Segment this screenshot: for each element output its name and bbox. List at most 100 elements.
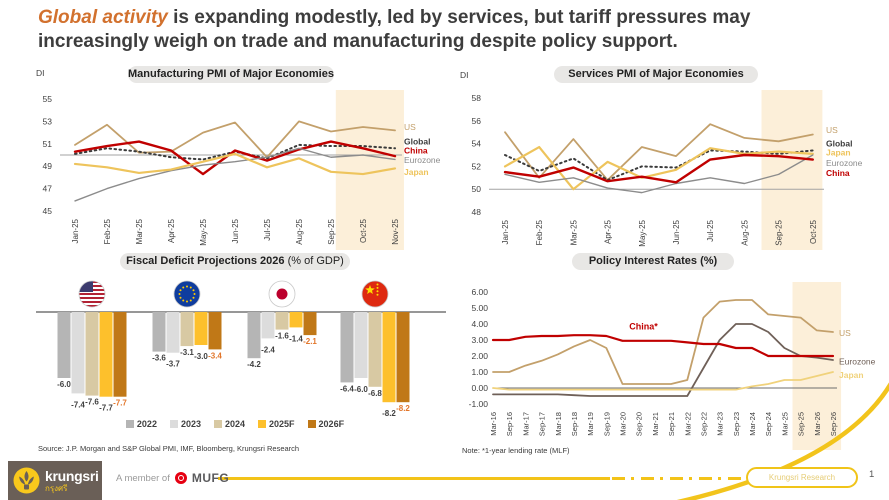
legend-swatch: [307, 420, 316, 428]
x-tick-label: Mar-22: [683, 412, 692, 436]
x-tick-label: Feb-25: [103, 218, 112, 244]
mufg-logo-icon: [174, 472, 187, 484]
flag-china-icon: [362, 281, 388, 307]
x-tick-label: Oct-25: [809, 219, 818, 244]
manufacturing-pmi-chart: 55 53 51 49 47 45 Jan-25 Feb-25 Mar-25 Apr-25 May-…: [28, 84, 452, 261]
series-label-eurozone: Eurozone: [826, 158, 863, 168]
series-japan: [73, 152, 397, 176]
x-tick-label: Mar-24: [748, 412, 757, 436]
legend-item-2022: 2022: [125, 419, 157, 429]
flag-ring: [361, 280, 389, 308]
x-tick-label: Mar-25: [569, 219, 578, 245]
bar-china-2024: [368, 312, 382, 387]
circle: [182, 286, 185, 289]
flag-japan-icon: [269, 281, 295, 307]
legend-swatch: [125, 420, 134, 428]
x-tick-label: Apr-25: [604, 219, 613, 244]
series-label-japan: Japan: [826, 148, 851, 158]
circle: [376, 286, 379, 289]
circle: [179, 296, 182, 299]
circle: [276, 288, 288, 300]
bar-value-label: -8.2: [396, 404, 410, 413]
fiscal-deficit-chart: -6.0 -7.4 -7.6 -7.7 -7.7 -3.6 -3.7 -3.1 -3.0 -3.4…: [20, 278, 450, 429]
rect: [79, 293, 105, 295]
x-tick-label: Sep-24: [764, 412, 773, 436]
bar-eu-2025F: [194, 312, 208, 345]
series-label-eurozone: Eurozone: [404, 155, 441, 165]
circle: [186, 285, 188, 288]
series-label-japan: Japan: [404, 167, 429, 177]
bar-china-2023: [354, 312, 368, 378]
x-tick-label: Sep-16: [505, 412, 514, 436]
bar-us-2025F: [99, 312, 113, 397]
circle: [189, 299, 192, 302]
y-tick-label: 53: [43, 116, 53, 126]
series-us: [504, 123, 814, 181]
x-tick-label: Mar-17: [521, 412, 530, 436]
chart-title-fiscal-rest: (% of GDP): [284, 255, 344, 267]
flag-us-icon: [79, 281, 105, 307]
footer-rule: [218, 477, 610, 480]
y-tick-label: 3.00: [471, 335, 488, 345]
chart-title-policy: Policy Interest Rates (%): [572, 253, 734, 270]
krungsri-logo-block: krungsri กรุงศรี: [8, 461, 102, 500]
polygon: [365, 285, 375, 294]
y-tick-label: 52: [472, 161, 482, 171]
series-label-us: US: [404, 122, 416, 132]
bar-value-label: -3.1: [180, 348, 194, 357]
y-tick-label: 55: [43, 94, 53, 104]
y-tick-label: 2.00: [471, 351, 488, 361]
bar-value-label: -6.4: [340, 384, 354, 393]
legend-item-2025F: 2025F: [258, 419, 295, 429]
krungsri-name-en: krungsri: [45, 467, 99, 484]
legend-label: 2026F: [318, 419, 345, 429]
series-label-us: US: [826, 125, 838, 135]
footer-rule-dashed: [612, 477, 744, 480]
circle: [376, 293, 379, 296]
x-tick-label: May-25: [638, 219, 647, 246]
bar-eu-2024: [180, 312, 194, 347]
x-tick-label: Sep-17: [538, 412, 547, 436]
bar-china-2022: [340, 312, 354, 383]
circle: [193, 293, 196, 295]
flag-ring: [78, 280, 106, 308]
x-tick-label: Sep-23: [732, 412, 741, 436]
legend-swatch: [213, 420, 222, 428]
flag-ring: [173, 280, 201, 308]
chart-title-policy-text: Policy Interest Rates (%): [588, 255, 718, 267]
bar-value-label: -3.0: [194, 352, 208, 361]
manufacturing-y-axis-unit: DI: [36, 68, 45, 78]
x-tick-label: May-25: [199, 218, 208, 245]
legend-item-2024: 2024: [213, 419, 245, 429]
bar-us-2022: [57, 312, 71, 378]
circle: [186, 300, 188, 303]
x-tick-label: Sep-18: [570, 412, 579, 436]
series-label-global: Global: [404, 137, 430, 147]
series-label-us: US: [839, 328, 851, 338]
series-label-japan: Japan: [839, 370, 864, 380]
circle: [376, 290, 379, 293]
krungsri-emblem-icon: [13, 467, 40, 494]
bar-value-label: -7.6: [85, 398, 99, 407]
circle: [192, 289, 195, 292]
x-tick-label: Mar-19: [586, 412, 595, 436]
page-number: 1: [869, 469, 875, 480]
x-tick-label: Mar-25: [135, 218, 144, 244]
series-china: [503, 153, 814, 184]
y-tick-label: 6.00: [471, 287, 488, 297]
bar-eu-2026F: [208, 312, 222, 350]
mufg-member-block: A member of MUFG: [116, 471, 229, 485]
chart-title-manufacturing-text: Manufacturing PMI of Major Economies: [128, 68, 334, 80]
series-label-global: Global: [826, 139, 852, 149]
series-eurozone: [492, 323, 834, 397]
fiscal-bar-svg: -6.0-7.4 -7.6-7.7-7.7-3.6-3.7-3.1 -3.0 -3.4…: [36, 280, 446, 418]
y-tick-label: -1.00: [469, 399, 489, 409]
title-highlight: Global activity: [38, 7, 168, 28]
series-label-china: China: [404, 146, 428, 156]
y-tick-label: 4.00: [471, 319, 488, 329]
legend-item-2023: 2023: [169, 419, 201, 429]
series-label-china: China: [826, 168, 850, 178]
series-annotation: China*: [629, 321, 658, 331]
bar-value-label: -3.7: [166, 360, 180, 369]
